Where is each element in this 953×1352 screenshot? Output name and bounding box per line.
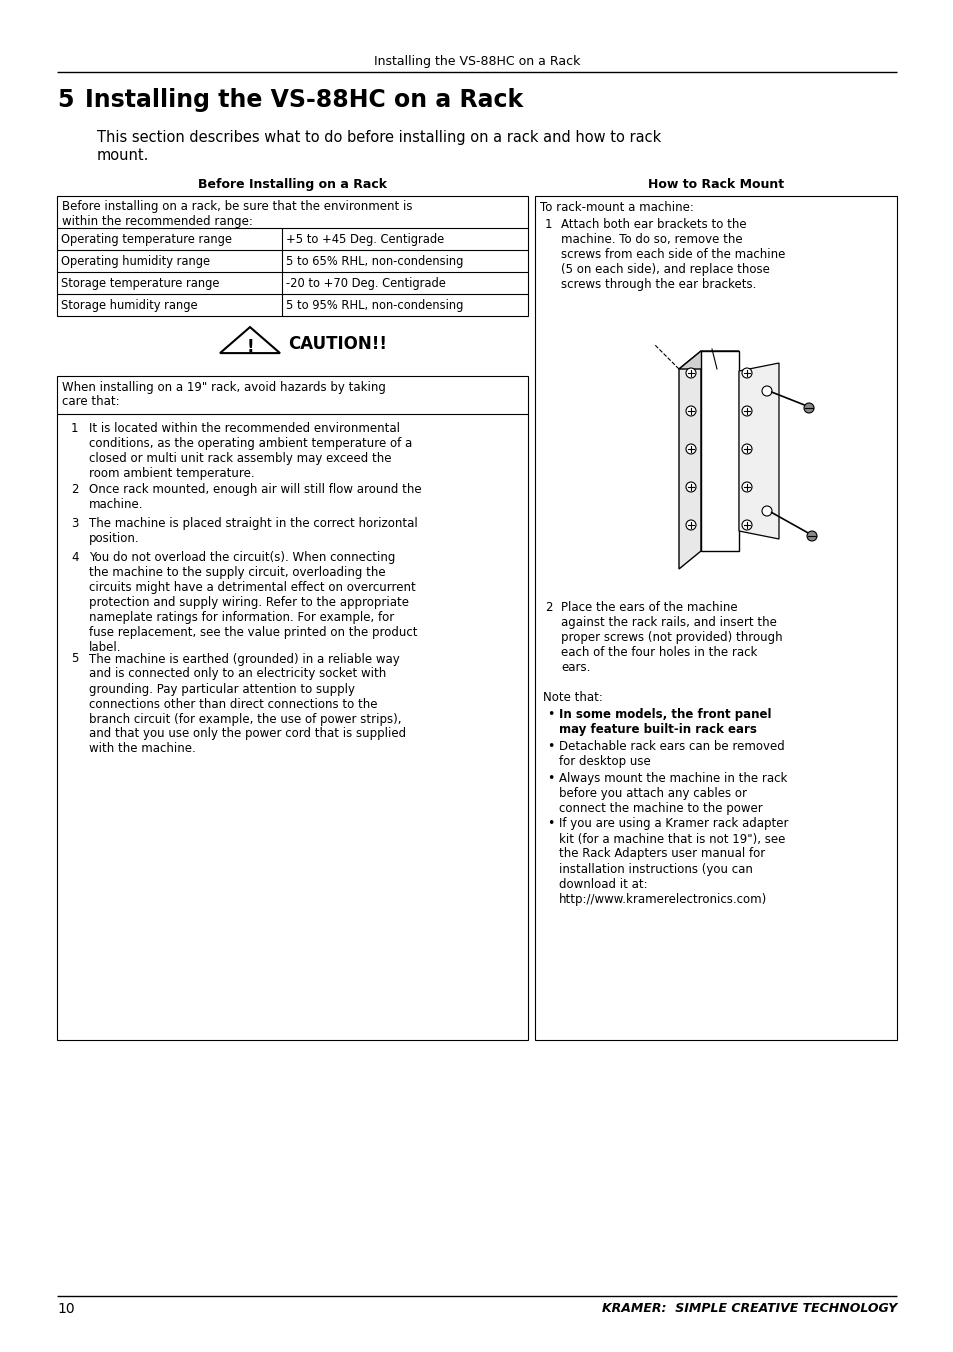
Circle shape (741, 368, 751, 379)
Circle shape (803, 403, 813, 412)
Circle shape (685, 443, 696, 454)
Text: Always mount the machine in the rack
before you attach any cables or
connect the: Always mount the machine in the rack bef… (558, 772, 786, 815)
Circle shape (685, 521, 696, 530)
Text: •: • (546, 818, 554, 830)
Text: Before installing on a rack, be sure that the environment is
within the recommen: Before installing on a rack, be sure tha… (62, 200, 412, 228)
Bar (57, 376, 527, 1040)
Text: 1: 1 (71, 422, 78, 435)
Text: How to Rack Mount: How to Rack Mount (647, 178, 783, 191)
Text: CAUTION!!: CAUTION!! (288, 335, 387, 353)
Circle shape (685, 368, 696, 379)
Text: •: • (546, 708, 554, 721)
Polygon shape (700, 352, 739, 552)
Text: Attach both ear brackets to the
machine. To do so, remove the
screws from each s: Attach both ear brackets to the machine.… (560, 218, 784, 291)
Text: Operating humidity range: Operating humidity range (61, 254, 210, 268)
Text: Operating temperature range: Operating temperature range (61, 233, 232, 246)
Text: To rack-mount a machine:: To rack-mount a machine: (539, 201, 693, 214)
Text: mount.: mount. (97, 147, 150, 164)
Text: This section describes what to do before installing on a rack and how to rack: This section describes what to do before… (97, 130, 660, 145)
Circle shape (685, 406, 696, 416)
Circle shape (685, 483, 696, 492)
Circle shape (806, 531, 816, 541)
Text: 10: 10 (57, 1302, 74, 1315)
Text: 5 to 65% RHL, non-condensing: 5 to 65% RHL, non-condensing (286, 254, 463, 268)
Text: Storage temperature range: Storage temperature range (61, 277, 219, 289)
Text: When installing on a 19" rack, avoid hazards by taking: When installing on a 19" rack, avoid haz… (62, 381, 385, 393)
Circle shape (741, 483, 751, 492)
Text: 3: 3 (71, 516, 78, 530)
Circle shape (741, 521, 751, 530)
Text: Installing the VS-88HC on a Rack: Installing the VS-88HC on a Rack (85, 88, 522, 112)
Text: Note that:: Note that: (542, 691, 602, 704)
Text: Once rack mounted, enough air will still flow around the
machine.: Once rack mounted, enough air will still… (89, 483, 421, 511)
Text: Before Installing on a Rack: Before Installing on a Rack (198, 178, 387, 191)
Polygon shape (679, 352, 739, 369)
Text: +5 to +45 Deg. Centigrade: +5 to +45 Deg. Centigrade (286, 233, 444, 246)
Text: Installing the VS-88HC on a Rack: Installing the VS-88HC on a Rack (374, 55, 579, 68)
Text: •: • (546, 772, 554, 786)
Bar (57, 196, 527, 316)
Text: 5: 5 (71, 653, 78, 665)
Circle shape (741, 443, 751, 454)
Bar (535, 196, 896, 1040)
Polygon shape (739, 362, 779, 539)
Circle shape (741, 406, 751, 416)
Text: 5: 5 (57, 88, 73, 112)
Text: 1: 1 (544, 218, 552, 231)
Circle shape (761, 506, 771, 516)
Text: Detachable rack ears can be removed
for desktop use: Detachable rack ears can be removed for … (558, 740, 784, 768)
Text: Storage humidity range: Storage humidity range (61, 299, 197, 311)
Text: The machine is placed straight in the correct horizontal
position.: The machine is placed straight in the co… (89, 516, 417, 545)
Polygon shape (679, 352, 700, 569)
Text: If you are using a Kramer rack adapter
kit (for a machine that is not 19"), see
: If you are using a Kramer rack adapter k… (558, 818, 788, 906)
Text: KRAMER:  SIMPLE CREATIVE TECHNOLOGY: KRAMER: SIMPLE CREATIVE TECHNOLOGY (601, 1302, 896, 1315)
Text: 5 to 95% RHL, non-condensing: 5 to 95% RHL, non-condensing (286, 299, 463, 311)
Text: Place the ears of the machine
against the rack rails, and insert the
proper scre: Place the ears of the machine against th… (560, 602, 781, 675)
Text: The machine is earthed (grounded) in a reliable way
and is connected only to an : The machine is earthed (grounded) in a r… (89, 653, 406, 756)
Text: !: ! (246, 338, 253, 356)
Text: You do not overload the circuit(s). When connecting
the machine to the supply ci: You do not overload the circuit(s). When… (89, 552, 417, 654)
Text: -20 to +70 Deg. Centigrade: -20 to +70 Deg. Centigrade (286, 277, 445, 289)
Text: 2: 2 (71, 483, 78, 496)
Text: •: • (546, 740, 554, 753)
Text: 2: 2 (544, 602, 552, 614)
Text: 4: 4 (71, 552, 78, 564)
Text: In some models, the front panel
may feature built-in rack ears: In some models, the front panel may feat… (558, 708, 771, 735)
Text: It is located within the recommended environmental
conditions, as the operating : It is located within the recommended env… (89, 422, 412, 480)
Circle shape (761, 387, 771, 396)
Text: care that:: care that: (62, 395, 119, 408)
